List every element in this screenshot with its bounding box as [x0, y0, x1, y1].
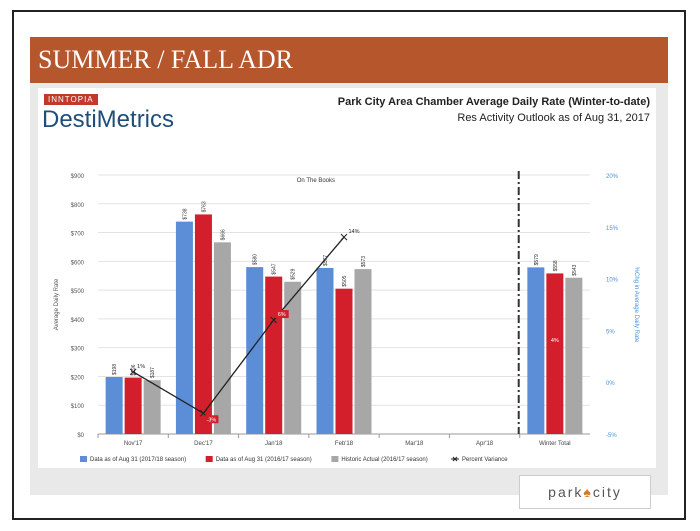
bar-value-label: $529: [291, 268, 297, 279]
bar-value-label: $573: [361, 256, 367, 267]
y2-axis-title: %Chg in Average Daily Rate: [633, 267, 639, 343]
bar-historic: [284, 281, 302, 434]
legend-label: Historic Actual (2016/17 season): [341, 457, 427, 463]
logo-text-right: city: [592, 484, 622, 500]
bar-2017-18: [527, 267, 545, 434]
chart-subtitle: Res Activity Outlook as of Aug 31, 2017: [457, 112, 650, 124]
y-tick-label: $400: [71, 318, 85, 324]
brand-logo-text: DestiMetrics: [42, 106, 175, 133]
bar-2017-18: [175, 221, 193, 434]
y-tick-label: $200: [71, 375, 85, 381]
bar-value-label: $579: [534, 254, 540, 265]
bar-2017-18: [105, 377, 123, 434]
bar-historic: [565, 277, 583, 434]
bar-value-label: $666: [220, 229, 226, 240]
bar-value-label: $763: [201, 201, 207, 212]
x-tick-label: Apr'18: [476, 441, 494, 447]
y-tick-label: $300: [71, 347, 85, 353]
x-tick-label: Nov'17: [124, 441, 143, 447]
y-tick-label: $800: [71, 203, 85, 209]
x-tick-label: Dec'17: [194, 441, 213, 447]
bar-2016-17: [265, 276, 283, 434]
on-the-books-label: On The Books: [297, 178, 335, 184]
x-tick-label: Winter Total: [539, 441, 571, 447]
bar-value-label: $196: [131, 364, 137, 375]
y-tick-label: $700: [71, 232, 85, 238]
variance-marker: [340, 233, 348, 241]
legend-variance-marker: [451, 456, 459, 462]
bar-value-label: $558: [553, 260, 559, 271]
bar-2017-18: [246, 267, 264, 434]
variance-label: -3%: [207, 417, 217, 423]
y-tick-label: $0: [77, 433, 84, 439]
variance-label-bg: [274, 310, 289, 319]
bar-value-label: $580: [253, 254, 259, 265]
variance-label: 6%: [278, 312, 286, 318]
variance-marker: [129, 368, 137, 376]
variance-total-bg: [548, 334, 562, 344]
y-axis-title: Average Daily Rate: [54, 278, 60, 330]
bar-value-label: $547: [272, 263, 278, 274]
x-tick-label: Mar'18: [405, 441, 424, 447]
variance-label: 14%: [348, 229, 359, 235]
slide-title: SUMMER / FALL ADR: [30, 37, 668, 83]
bar-historic: [354, 269, 372, 434]
legend-label: Data as of Aug 31 (2017/18 season): [90, 457, 186, 463]
y-tick-label: $600: [71, 260, 85, 266]
bar-value-label: $187: [150, 367, 156, 378]
park-city-logo: park ♠ city: [519, 475, 651, 509]
legend-swatch: [331, 456, 339, 462]
variance-label: 1%: [137, 364, 145, 370]
legend-swatch: [80, 456, 87, 462]
y2-tick-label: 15%: [606, 226, 619, 232]
variance-total-label: 4%: [551, 338, 559, 344]
bar-2016-17: [194, 214, 212, 434]
bar-historic: [143, 380, 161, 434]
bar-value-label: $198: [112, 364, 118, 375]
y-tick-label: $900: [71, 174, 85, 180]
bar-value-label: $738: [182, 208, 188, 219]
y2-tick-label: -5%: [606, 433, 617, 439]
y2-tick-label: 20%: [606, 174, 619, 180]
brand-tag: INNTOPIA: [44, 94, 98, 105]
y2-tick-label: 10%: [606, 278, 619, 284]
bar-historic: [213, 242, 231, 434]
bar-value-label: $543: [572, 264, 578, 275]
bar-2017-18: [316, 267, 334, 434]
legend-swatch: [205, 456, 213, 462]
bar-value-label: $505: [342, 275, 348, 286]
bar-2016-17: [124, 377, 142, 434]
bar-2016-17: [546, 273, 564, 434]
variance-label-bg: [204, 415, 219, 424]
logo-mark: ♠: [583, 484, 593, 500]
chart-title: Park City Area Chamber Average Daily Rat…: [337, 96, 650, 108]
y-tick-label: $100: [71, 404, 85, 410]
x-tick-label: Feb'18: [335, 441, 354, 447]
y2-tick-label: 5%: [606, 329, 615, 335]
bar-2016-17: [335, 288, 353, 434]
x-tick-label: Jan'18: [265, 441, 283, 447]
variance-line: [132, 236, 345, 415]
y-tick-label: $500: [71, 289, 85, 295]
logo-text-left: park: [548, 484, 584, 500]
y2-tick-label: 0%: [606, 381, 615, 387]
bar-value-label: $577: [323, 255, 329, 266]
legend-label: Percent Variance: [462, 457, 508, 463]
legend-label: Data as of Aug 31 (2016/17 season): [216, 457, 312, 463]
